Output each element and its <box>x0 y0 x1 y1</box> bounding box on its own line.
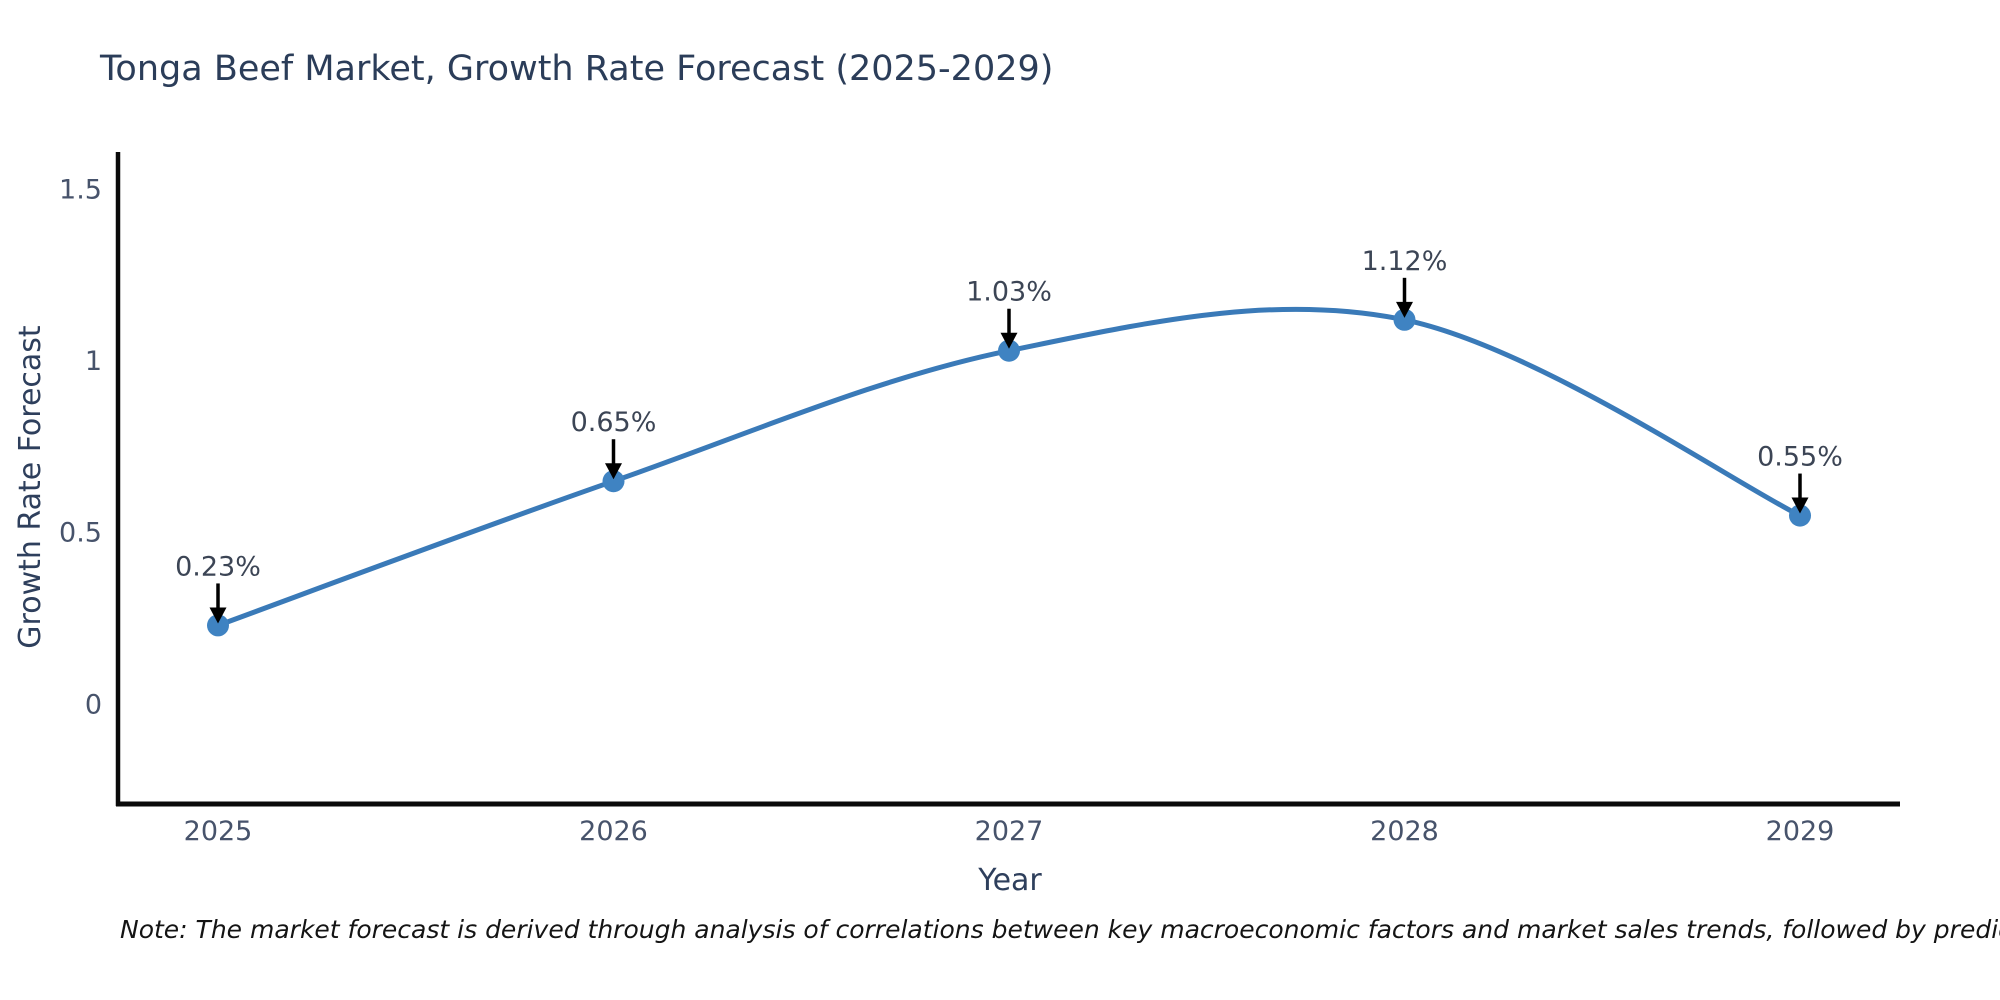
point-value-label: 0.65% <box>571 407 657 438</box>
point-value-label: 1.03% <box>966 277 1052 308</box>
point-annotations: 0.23% 0.65% 1.03% 1.12% 0.55% <box>175 246 1843 624</box>
x-axis-tick-labels: 2025 2026 2027 2028 2029 <box>184 816 1835 847</box>
annotation-arrowhead-icon <box>1396 301 1413 318</box>
x-tick-label: 2028 <box>1370 816 1439 847</box>
annotation-arrowhead-icon <box>605 463 622 480</box>
x-tick-label: 2026 <box>579 816 648 847</box>
data-point-markers <box>207 308 1811 637</box>
point-value-label: 1.12% <box>1362 246 1448 277</box>
annotation-arrowhead-icon <box>1000 332 1018 349</box>
point-value-label: 0.23% <box>175 551 261 582</box>
y-tick-label: 0.5 <box>59 518 102 549</box>
x-tick-label: 2025 <box>184 816 253 847</box>
y-tick-label: 1 <box>85 346 102 377</box>
data-point-marker <box>207 614 229 637</box>
annotation-arrowhead-icon <box>1791 497 1809 514</box>
data-point-marker <box>602 470 625 493</box>
y-tick-label: 0 <box>85 689 102 720</box>
x-tick-label: 2027 <box>975 816 1044 847</box>
data-point-marker <box>998 339 1020 362</box>
chart-title: Tonga Beef Market, Growth Rate Forecast … <box>99 49 1053 89</box>
annotation-arrowhead-icon <box>209 607 227 624</box>
x-tick-label: 2029 <box>1766 816 1835 847</box>
y-tick-label: 1.5 <box>59 174 102 205</box>
footnote: Note: The market forecast is derived thr… <box>120 915 2000 944</box>
x-axis-title: Year <box>977 863 1042 898</box>
point-value-label: 0.55% <box>1757 442 1843 473</box>
y-axis-title: Growth Rate Forecast <box>13 325 48 649</box>
data-point-marker <box>1789 504 1811 527</box>
y-axis-tick-labels: 0 0.5 1 1.5 <box>59 174 102 720</box>
data-point-marker <box>1393 308 1416 331</box>
